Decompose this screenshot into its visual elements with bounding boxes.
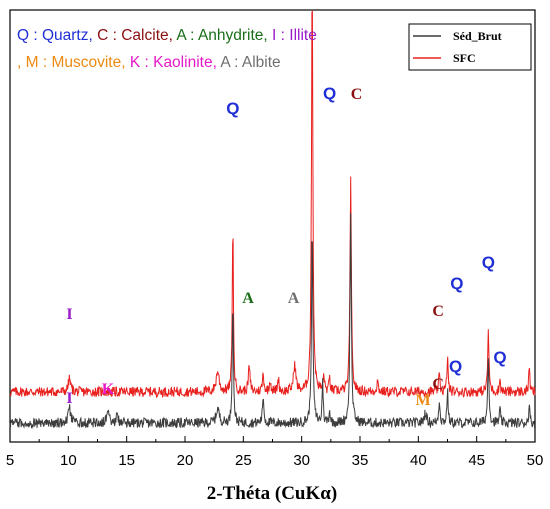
mineral-key-span: ,: [169, 27, 177, 44]
series-layer: [9, 10, 536, 429]
x-tick-label: 30: [293, 452, 310, 469]
peak-label-q: Q: [449, 357, 462, 376]
mineral-key-line-1: Q : Quartz, C : Calcite, A : Anhydrite, …: [17, 27, 317, 44]
peak-label-m: M: [415, 392, 430, 409]
peak-label-a: A: [288, 290, 300, 307]
legend-label-brut: Séd_Brut: [453, 29, 502, 43]
legend-label-sfc: SFC: [453, 51, 476, 65]
peak-label-a: A: [242, 290, 254, 307]
peak-label-c: C: [351, 86, 363, 103]
x-tick-label: 20: [177, 452, 194, 469]
peak-label-q: Q: [323, 84, 336, 103]
mineral-key-span: ,: [213, 54, 221, 71]
mineral-key-span: K : Kaolinite: [130, 54, 213, 71]
x-tick-label: 45: [468, 452, 485, 469]
series-line-sed-brut: [9, 213, 536, 429]
peak-label-q: Q: [450, 274, 463, 293]
series-line-sfc: [9, 10, 536, 399]
mineral-key-span: A : Albite: [220, 54, 280, 71]
x-tick-label: 10: [60, 452, 77, 469]
peak-label-q: Q: [482, 253, 495, 272]
legend: Séd_Brut SFC: [408, 23, 532, 71]
mineral-key-line-2: , M : Muscovite, K : Kaolinite, A : Albi…: [17, 54, 281, 71]
x-tick-label: 35: [352, 452, 369, 469]
peak-label-q: Q: [493, 348, 506, 367]
peak-label-q: Q: [226, 99, 239, 118]
peak-label-i: I: [66, 306, 72, 323]
x-tick-label: 40: [410, 452, 427, 469]
mineral-key-span: ,: [263, 27, 272, 44]
x-tick-label: 5: [6, 452, 14, 469]
x-axis-ticks: 5 10 15 20 25 30 35 40 45 50: [6, 436, 544, 469]
mineral-key-span: A : Anhydrite: [176, 27, 263, 44]
peak-label-i: I: [66, 390, 72, 407]
mineral-key-span: I : Illite: [272, 27, 317, 44]
peak-label-c: C: [432, 303, 444, 320]
legend-box: [408, 23, 532, 71]
plot-frame: [9, 9, 536, 443]
mineral-key-span: C : Calcite: [97, 27, 169, 44]
peak-label-c: C: [432, 376, 444, 393]
x-tick-label: 15: [118, 452, 135, 469]
mineral-key-span: ,: [121, 54, 130, 71]
x-tick-label: 50: [527, 452, 544, 469]
mineral-key-span: Q : Quartz: [17, 27, 89, 44]
x-tick-label: 25: [235, 452, 252, 469]
peak-label-k: K: [102, 381, 115, 398]
mineral-key-span: , M : Muscovite: [17, 54, 121, 71]
mineral-key-span: ,: [89, 27, 98, 44]
x-axis-label: 2-Théta (CuKα): [207, 483, 337, 504]
